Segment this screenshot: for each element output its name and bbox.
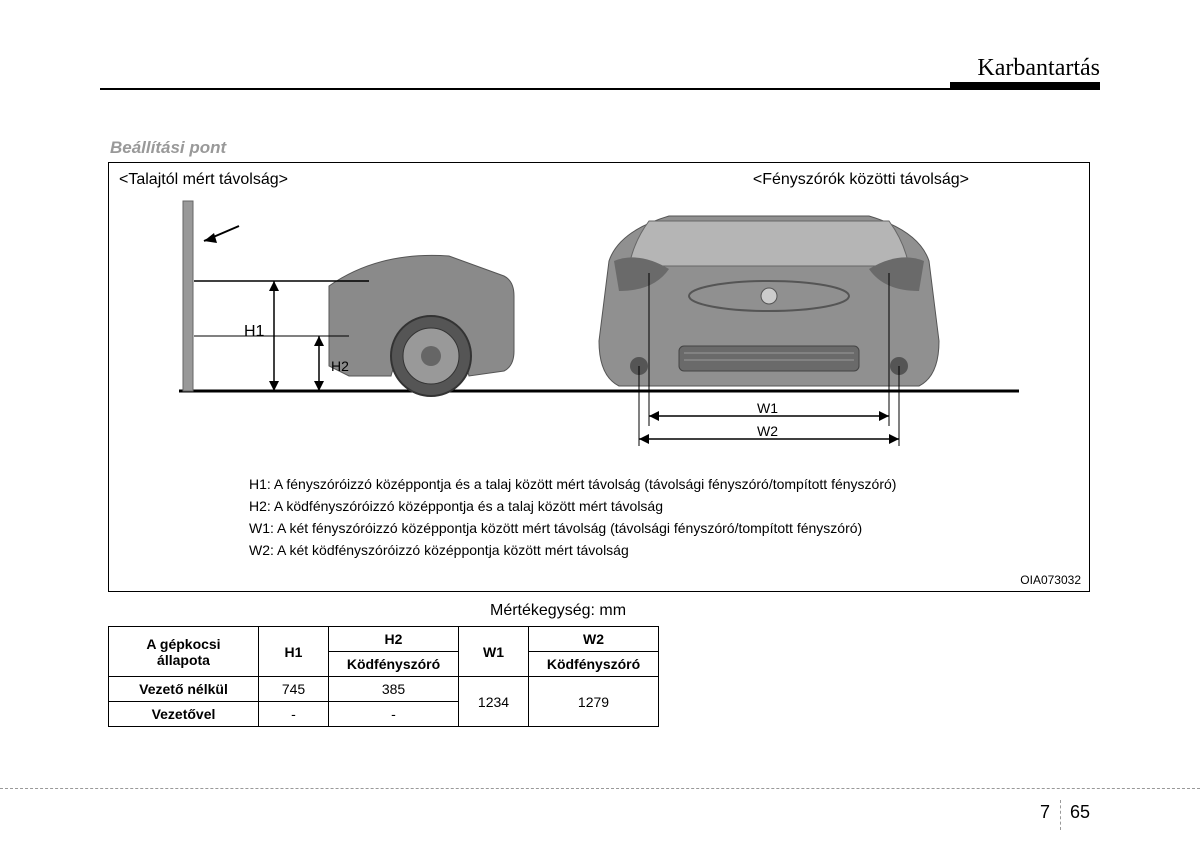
diagram-label-left: <Talajtól mért távolság> (119, 171, 288, 189)
th-h2: H2 (329, 627, 459, 652)
diagram-label-right: <Fényszórók közötti távolság> (753, 171, 969, 189)
header-bar (950, 82, 1100, 90)
h2-dim-label: H2 (331, 358, 349, 374)
def-w2: W2: A két ködfényszóróizzó középpontja k… (249, 539, 896, 561)
def-h1: H1: A fényszóróizzó középpontja és a tal… (249, 473, 896, 495)
cell-state-0: Vezető nélkül (109, 677, 259, 702)
cell-w1: 1234 (459, 677, 529, 727)
th-state: A gépkocsi állapota (109, 627, 259, 677)
page-separator (1060, 800, 1061, 830)
table-header-row: A gépkocsi állapota H1 H2 W1 W2 (109, 627, 659, 652)
diagram-box: <Talajtól mért távolság> <Fényszórók köz… (108, 162, 1090, 592)
page-number: 65 (1070, 802, 1090, 823)
def-h2: H2: A ködfényszóróizzó középpontja és a … (249, 495, 896, 517)
image-code: OIA073032 (1020, 573, 1081, 587)
cell-w2: 1279 (529, 677, 659, 727)
th-h2-sub: Ködfényszóró (329, 652, 459, 677)
h1-dim-label: H1 (244, 323, 265, 340)
w2-dim-label: W2 (757, 423, 778, 439)
th-w2: W2 (529, 627, 659, 652)
data-table: A gépkocsi állapota H1 H2 W1 W2 Ködfénys… (108, 626, 659, 727)
cell-state-1: Vezetővel (109, 702, 259, 727)
unit-label: Mértékegység: mm (490, 602, 626, 620)
cell-h2-1: - (329, 702, 459, 727)
w1-dim-label: W1 (757, 400, 778, 416)
th-h1: H1 (259, 627, 329, 677)
car-front-icon (599, 216, 939, 386)
header-title: Karbantartás (977, 55, 1100, 82)
page-chapter: 7 (1040, 802, 1050, 823)
th-w1: W1 (459, 627, 529, 677)
cell-h2-0: 385 (329, 677, 459, 702)
diagram-svg: H1 H2 (109, 191, 1089, 471)
table-row: Vezető nélkül 745 385 1234 1279 (109, 677, 659, 702)
page-header: Karbantartás (100, 60, 1100, 90)
def-w1: W1: A két fényszóróizzó középpontja közö… (249, 517, 896, 539)
footer-line (0, 788, 1200, 789)
cell-h1-0: 745 (259, 677, 329, 702)
th-w2-sub: Ködfényszóró (529, 652, 659, 677)
definitions-block: H1: A fényszóróizzó középpontja és a tal… (249, 473, 896, 561)
cell-h1-1: - (259, 702, 329, 727)
car-side-icon (194, 255, 514, 396)
section-title: Beállítási pont (110, 138, 226, 158)
